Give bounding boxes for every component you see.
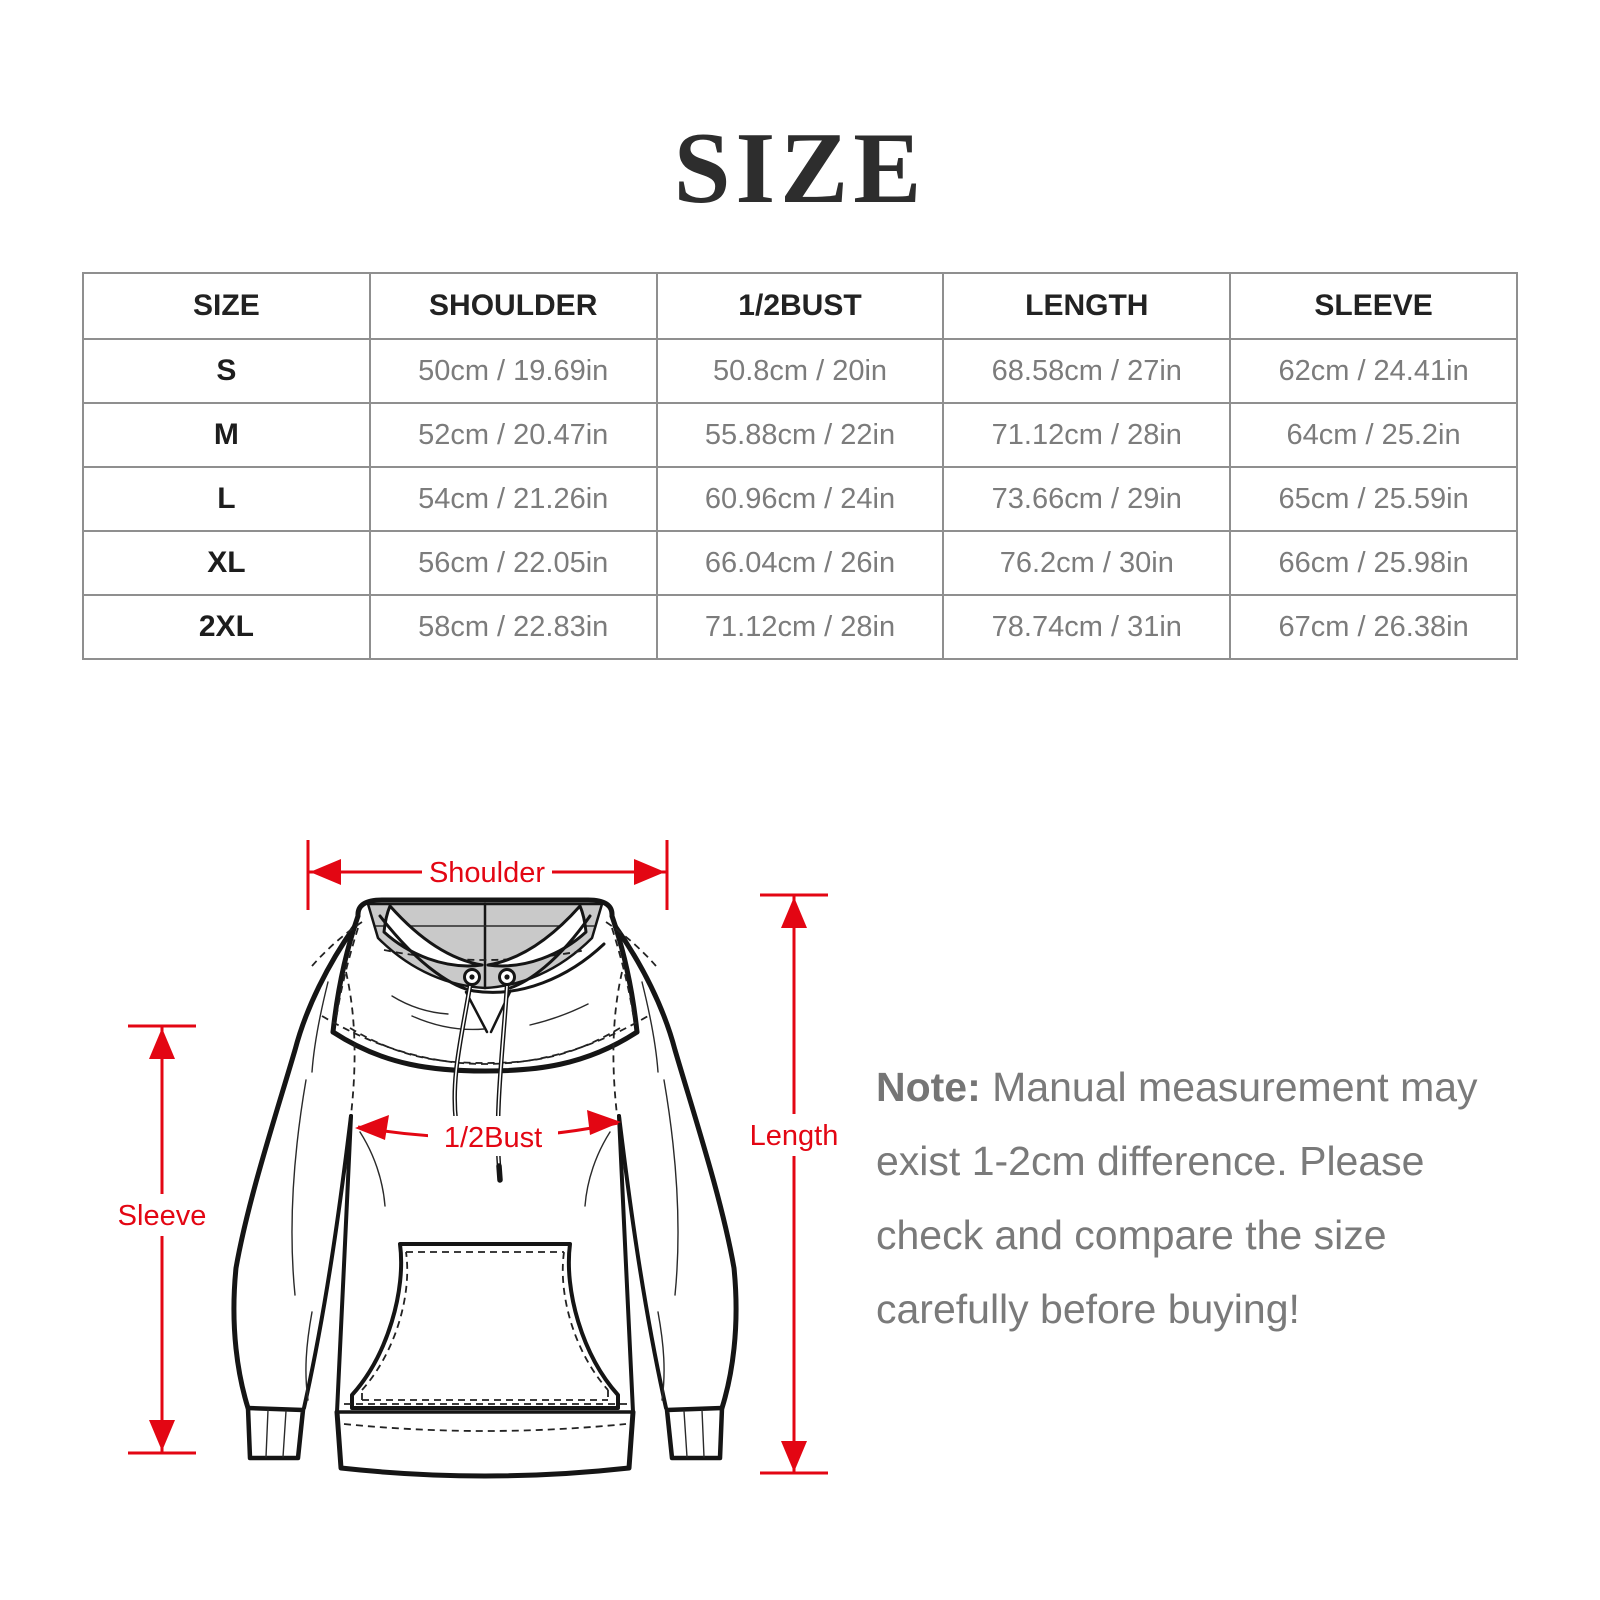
header-size: SIZE [82,272,371,340]
measurement-cell: 71.12cm / 28in [942,402,1232,468]
size-cell: M [82,402,371,468]
measurement-cell: 60.96cm / 24in [655,466,945,532]
measurement-cell: 55.88cm / 22in [655,402,945,468]
hoodie-sketch: Shoulder Sleeve Length 1/2Bust [112,840,846,1479]
shoulder-dimension-arrow: Shoulder [306,840,669,910]
header-sleeve: SLEEVE [1229,272,1518,340]
bust-label: 1/2Bust [444,1122,542,1154]
size-table-header: SIZE SHOULDER 1/2BUST LENGTH SLEEVE [82,272,1518,340]
size-cell: L [82,466,371,532]
bust-dimension-arrow: 1/2Bust [355,1110,621,1156]
arrowhead-right-icon [634,859,665,885]
note-line: Note: Manual measurement may [876,1050,1488,1124]
measurement-cell: 50cm / 19.69in [368,338,658,404]
measurement-cell: 62cm / 24.41in [1229,338,1518,404]
header-length: LENGTH [942,272,1232,340]
hem-band [334,1403,636,1479]
header-bust: 1/2BUST [655,272,945,340]
measurement-cell: 56cm / 22.05in [368,530,658,596]
hood-collar [330,897,640,1074]
measurement-cell: 68.58cm / 27in [942,338,1232,404]
size-cell: S [82,338,371,404]
measurement-cell: 64cm / 25.2in [1229,402,1518,468]
note-text: Manual measurement may [992,1064,1478,1110]
header-shoulder: SHOULDER [368,272,658,340]
measurement-cell: 73.66cm / 29in [942,466,1232,532]
table-row: XL 56cm / 22.05in 66.04cm / 26in 76.2cm / 3… [82,530,1518,596]
table-row: S 50cm / 19.69in 50.8cm / 20in 68.58cm / 27… [82,338,1518,404]
shoulder-label: Shoulder [429,857,545,889]
note-line: carefully before buying! [876,1286,1300,1332]
measurement-cell: 67cm / 26.38in [1229,594,1518,660]
note-label: Note: [876,1064,981,1110]
note-line: check and compare the size [876,1212,1387,1258]
arrowhead-left-icon [355,1115,389,1140]
hoodie-body [231,921,739,1414]
measurement-cell: 66.04cm / 26in [655,530,945,596]
arrowhead-up-icon [781,897,807,928]
size-cell: 2XL [82,594,371,660]
kangaroo-pocket [350,1242,620,1410]
arrowhead-right-icon [587,1110,621,1135]
measurement-cell: 58cm / 22.83in [368,594,658,660]
measurement-cell: 50.8cm / 20in [655,338,945,404]
header-row: SIZE SHOULDER 1/2BUST LENGTH SLEEVE [82,272,1518,340]
measurement-cell: 78.74cm / 31in [942,594,1232,660]
length-label: Length [750,1120,839,1152]
length-dimension-arrow: Length [742,893,846,1475]
table-row: L 54cm / 21.26in 60.96cm / 24in 73.66cm / 2… [82,466,1518,532]
measurement-cell: 54cm / 21.26in [368,466,658,532]
size-table-body: S 50cm / 19.69in 50.8cm / 20in 68.58cm / 27… [82,338,1518,660]
size-cell: XL [82,530,371,596]
note-line: exist 1-2cm difference. Please [876,1138,1425,1184]
page-title: SIZE [673,112,927,225]
arrowhead-down-icon [781,1441,807,1472]
wrinkle-lines [291,981,679,1401]
sleeve-label: Sleeve [118,1200,207,1232]
table-row: 2XL 58cm / 22.83in 71.12cm / 28in 78.74cm /… [82,594,1518,660]
measurement-cell: 66cm / 25.98in [1229,530,1518,596]
measurement-cell: 65cm / 25.59in [1229,466,1518,532]
arrowhead-down-icon [149,1420,175,1451]
measurement-cell: 52cm / 20.47in [368,402,658,468]
arrowhead-left-icon [310,859,341,885]
measurement-diagram: Shoulder Sleeve Length 1/2Bust [100,820,870,1520]
sleeve-dimension-arrow: Sleeve [112,1024,212,1455]
size-table: SIZE SHOULDER 1/2BUST LENGTH SLEEVE S 50c… [82,272,1518,660]
measurement-note: Note: Manual measurement may exist 1-2cm… [876,1050,1488,1346]
table-row: M 52cm / 20.47in 55.88cm / 22in 71.12cm / 2… [82,402,1518,468]
arrowhead-up-icon [149,1028,175,1059]
cuffs [245,1405,725,1461]
measurement-cell: 76.2cm / 30in [942,530,1232,596]
measurement-cell: 71.12cm / 28in [655,594,945,660]
